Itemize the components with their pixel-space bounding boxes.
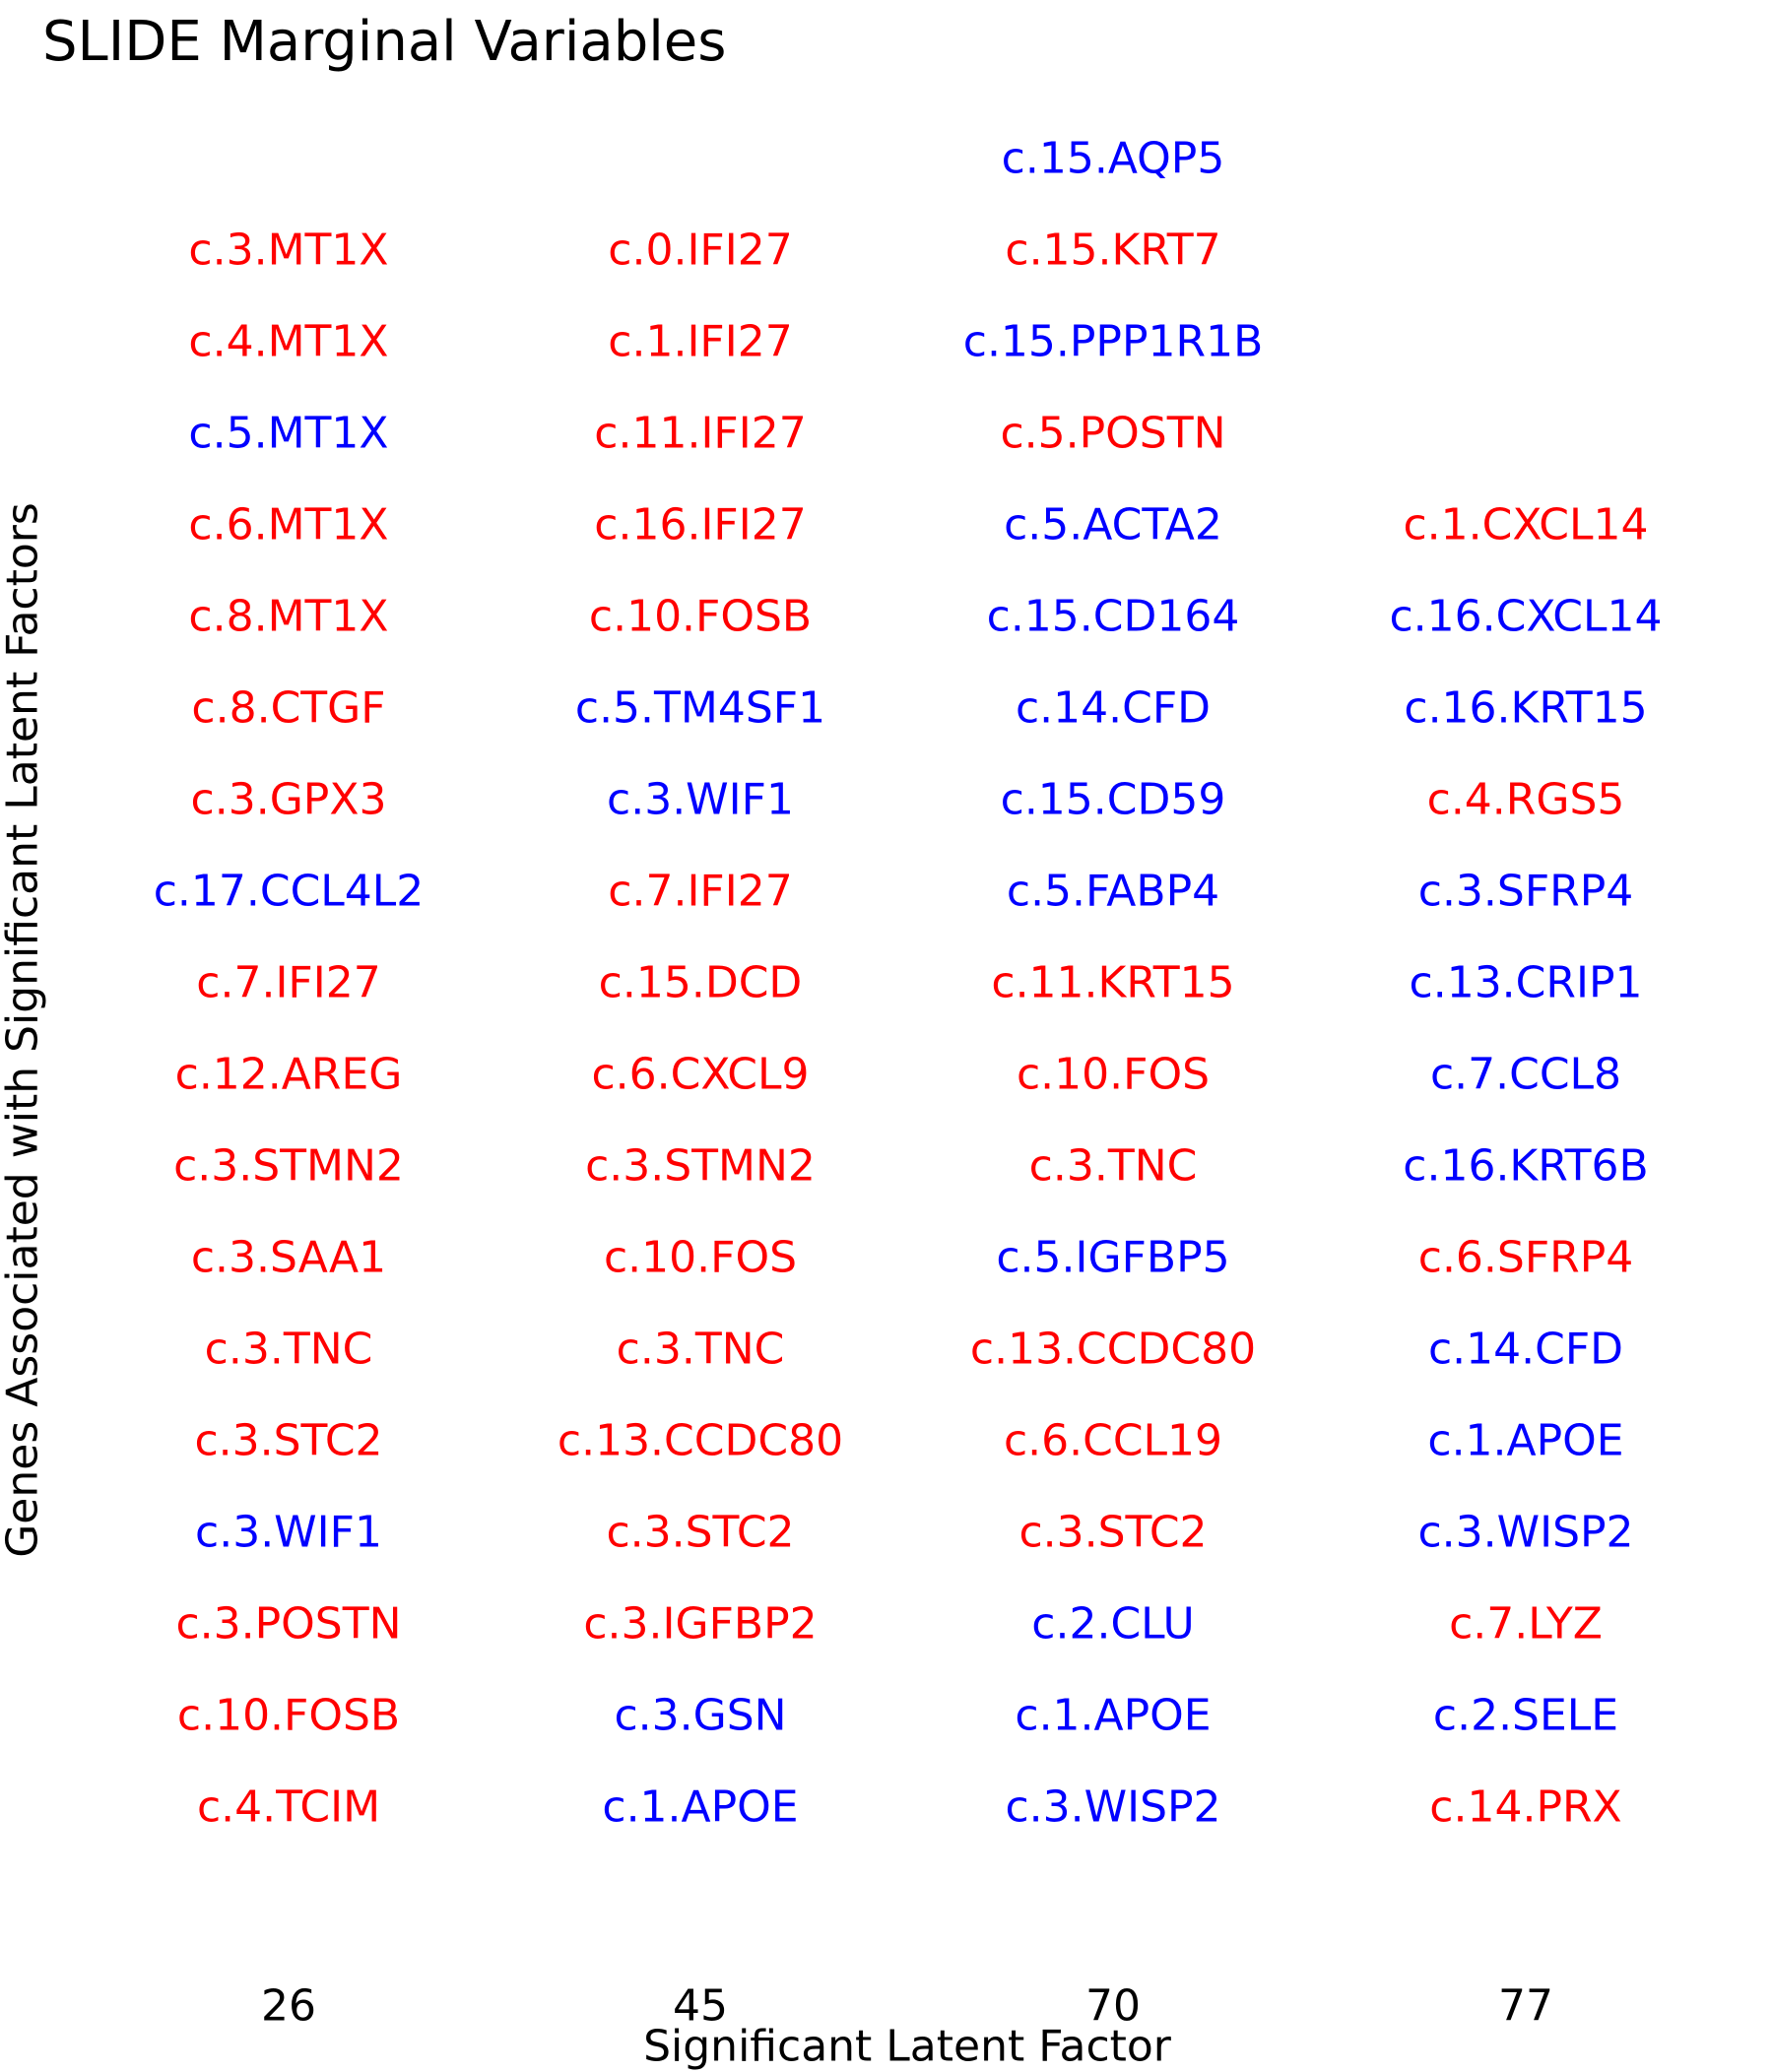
- gene-label: c.5.MT1X: [188, 409, 388, 459]
- gene-label: c.2.SELE: [1433, 1691, 1618, 1741]
- gene-label: c.15.PPP1R1B: [963, 317, 1264, 367]
- gene-label: c.15.AQP5: [1002, 134, 1225, 184]
- gene-label: c.5.POSTN: [1000, 409, 1225, 459]
- gene-label: c.13.CCDC80: [558, 1416, 843, 1466]
- gene-label: c.15.CD59: [1001, 775, 1226, 825]
- gene-label: c.3.STMN2: [173, 1141, 404, 1192]
- gene-label: c.3.WIF1: [607, 775, 794, 825]
- gene-label: c.3.WISP2: [1005, 1782, 1220, 1833]
- gene-label: c.11.IFI27: [594, 409, 806, 459]
- gene-label: c.6.SFRP4: [1418, 1233, 1634, 1283]
- x-tick-label: 45: [673, 1981, 728, 2032]
- gene-label: c.10.FOSB: [589, 592, 812, 642]
- gene-label: c.14.CFD: [1428, 1325, 1623, 1375]
- gene-label: c.6.MT1X: [188, 500, 388, 550]
- gene-label: c.10.FOS: [1017, 1050, 1210, 1100]
- gene-label: c.3.POSTN: [175, 1599, 401, 1650]
- x-tick-label: 77: [1498, 1981, 1553, 2032]
- gene-label: c.16.IFI27: [594, 500, 806, 550]
- gene-label: c.4.RGS5: [1427, 775, 1625, 825]
- gene-label: c.8.MT1X: [188, 592, 388, 642]
- gene-label: c.1.IFI27: [608, 317, 792, 367]
- gene-label: c.1.APOE: [1015, 1691, 1211, 1741]
- gene-label: c.4.TCIM: [197, 1782, 380, 1833]
- gene-label: c.16.KRT6B: [1403, 1141, 1648, 1192]
- gene-label: c.3.SAA1: [191, 1233, 386, 1283]
- gene-label: c.4.MT1X: [188, 317, 388, 367]
- gene-label: c.1.CXCL14: [1403, 500, 1648, 550]
- gene-label: c.15.DCD: [599, 958, 803, 1008]
- gene-label: c.3.TNC: [617, 1325, 785, 1375]
- gene-label: c.3.IGFBP2: [583, 1599, 817, 1650]
- gene-label: c.3.GSN: [614, 1691, 786, 1741]
- gene-label: c.3.MT1X: [188, 226, 388, 276]
- gene-label: c.8.CTGF: [191, 683, 385, 734]
- gene-label: c.5.ACTA2: [1004, 500, 1222, 550]
- gene-label: c.12.AREG: [175, 1050, 403, 1100]
- gene-label: c.3.TNC: [205, 1325, 373, 1375]
- gene-label: c.10.FOS: [604, 1233, 797, 1283]
- gene-label: c.7.IFI27: [608, 867, 792, 917]
- gene-label: c.15.CD164: [987, 592, 1240, 642]
- gene-label: c.1.APOE: [602, 1782, 798, 1833]
- gene-label: c.5.TM4SF1: [575, 683, 825, 734]
- gene-label: c.2.CLU: [1031, 1599, 1194, 1650]
- gene-label: c.0.IFI27: [608, 226, 792, 276]
- gene-label: c.11.KRT15: [991, 958, 1234, 1008]
- x-tick-label: 26: [261, 1981, 316, 2032]
- gene-label: c.6.CXCL9: [591, 1050, 809, 1100]
- gene-label: c.13.CCDC80: [970, 1325, 1256, 1375]
- gene-label: c.7.LYZ: [1449, 1599, 1603, 1650]
- gene-label: c.5.IGFBP5: [996, 1233, 1229, 1283]
- gene-label: c.7.IFI27: [196, 958, 380, 1008]
- gene-label: c.3.STC2: [1018, 1508, 1207, 1558]
- gene-label: c.3.STC2: [194, 1416, 382, 1466]
- x-axis-label: Significant Latent Factor: [643, 2021, 1171, 2072]
- gene-label: c.3.SFRP4: [1418, 867, 1634, 917]
- gene-label: c.14.CFD: [1016, 683, 1211, 734]
- gene-label: c.3.STC2: [606, 1508, 794, 1558]
- gene-label: c.3.GPX3: [191, 775, 387, 825]
- gene-label: c.10.FOSB: [177, 1691, 400, 1741]
- gene-label: c.3.TNC: [1029, 1141, 1198, 1192]
- chart-title: SLIDE Marginal Variables: [42, 10, 727, 74]
- gene-label: c.16.CXCL14: [1389, 592, 1662, 642]
- gene-label: c.14.PRX: [1429, 1782, 1621, 1833]
- gene-label: c.1.APOE: [1427, 1416, 1623, 1466]
- x-tick-label: 70: [1085, 1981, 1141, 2032]
- gene-label: c.17.CCL4L2: [154, 867, 425, 917]
- gene-label: c.15.KRT7: [1005, 226, 1220, 276]
- gene-label: c.13.CRIP1: [1410, 958, 1643, 1008]
- gene-label: c.6.CCL19: [1004, 1416, 1222, 1466]
- gene-label: c.3.STMN2: [585, 1141, 816, 1192]
- gene-label: c.3.WISP2: [1417, 1508, 1633, 1558]
- gene-label: c.5.FABP4: [1007, 867, 1219, 917]
- gene-label: c.3.WIF1: [195, 1508, 382, 1558]
- gene-label: c.16.KRT15: [1404, 683, 1647, 734]
- gene-label: c.7.CCL8: [1430, 1050, 1621, 1100]
